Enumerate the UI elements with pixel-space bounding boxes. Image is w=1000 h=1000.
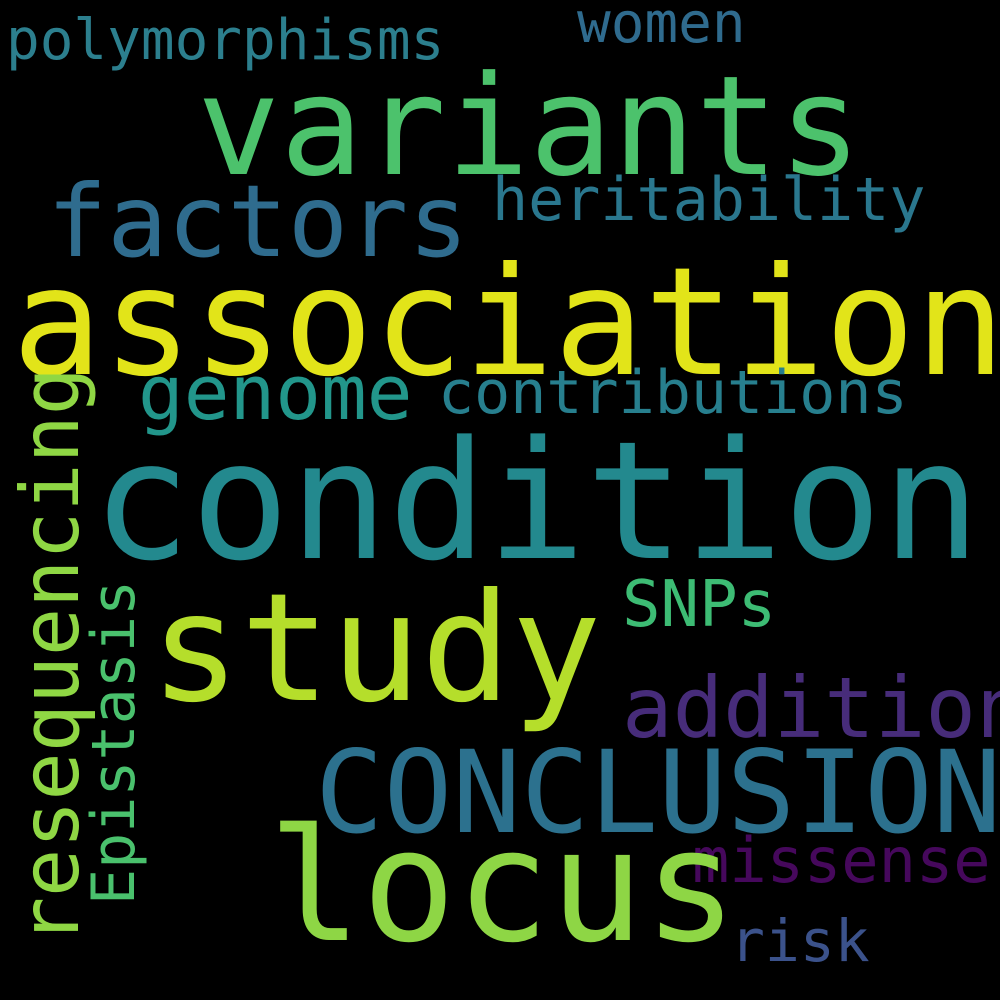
- word-missense: missense: [692, 824, 991, 897]
- word-women: women: [577, 0, 746, 56]
- word-condition: condition: [92, 406, 981, 597]
- word-risk: risk: [730, 907, 870, 975]
- word-contributions: contributions: [438, 358, 908, 428]
- word-variants: variants: [197, 46, 862, 207]
- word-epistasis: Epistasis: [79, 579, 149, 905]
- word-locus: locus: [268, 795, 738, 977]
- word-genome: genome: [138, 348, 413, 437]
- word-conclusions: CONCLUSIONS: [315, 726, 1000, 859]
- word-snps: SNPs: [622, 568, 777, 642]
- word-polymorphisms: polymorphisms: [6, 8, 445, 73]
- word-association: association: [12, 236, 1000, 410]
- word-heritability: heritability: [492, 165, 926, 235]
- word-addition: addition: [622, 659, 1000, 757]
- word-study: study: [150, 562, 602, 736]
- word-factors: factors: [47, 163, 469, 280]
